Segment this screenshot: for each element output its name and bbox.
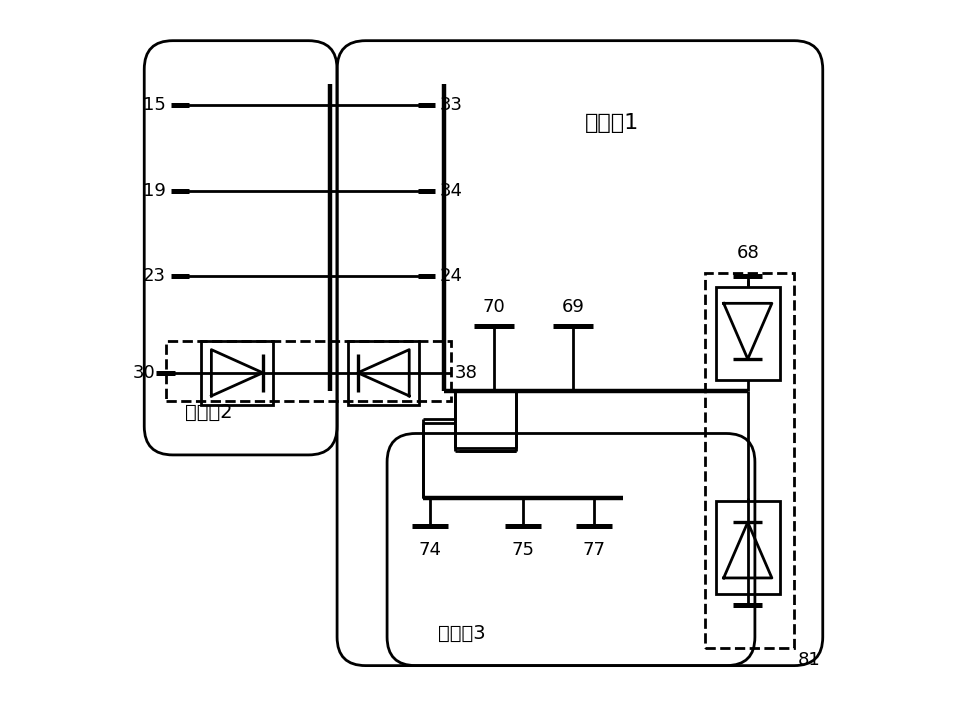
Bar xyxy=(165,341,452,402)
Text: 子系统1: 子系统1 xyxy=(585,113,639,133)
Bar xyxy=(716,501,780,594)
Text: 34: 34 xyxy=(439,181,462,199)
Text: 子系统2: 子系统2 xyxy=(185,402,232,422)
Text: 23: 23 xyxy=(143,267,165,285)
Text: 81: 81 xyxy=(798,651,821,670)
Bar xyxy=(716,287,780,380)
Text: 19: 19 xyxy=(143,181,165,199)
Bar xyxy=(201,341,273,405)
Text: 74: 74 xyxy=(419,541,441,559)
Text: 15: 15 xyxy=(143,96,165,114)
Text: 77: 77 xyxy=(583,541,605,559)
Text: 24: 24 xyxy=(439,267,462,285)
Text: 68: 68 xyxy=(737,244,759,262)
Bar xyxy=(705,272,794,647)
Text: 69: 69 xyxy=(561,298,584,315)
Text: 70: 70 xyxy=(483,298,506,315)
Text: 38: 38 xyxy=(454,364,478,381)
Text: 30: 30 xyxy=(132,364,155,381)
Text: 75: 75 xyxy=(512,541,535,559)
Text: 33: 33 xyxy=(439,96,462,114)
Bar xyxy=(348,341,420,405)
Text: 子系统3: 子系统3 xyxy=(438,624,485,643)
